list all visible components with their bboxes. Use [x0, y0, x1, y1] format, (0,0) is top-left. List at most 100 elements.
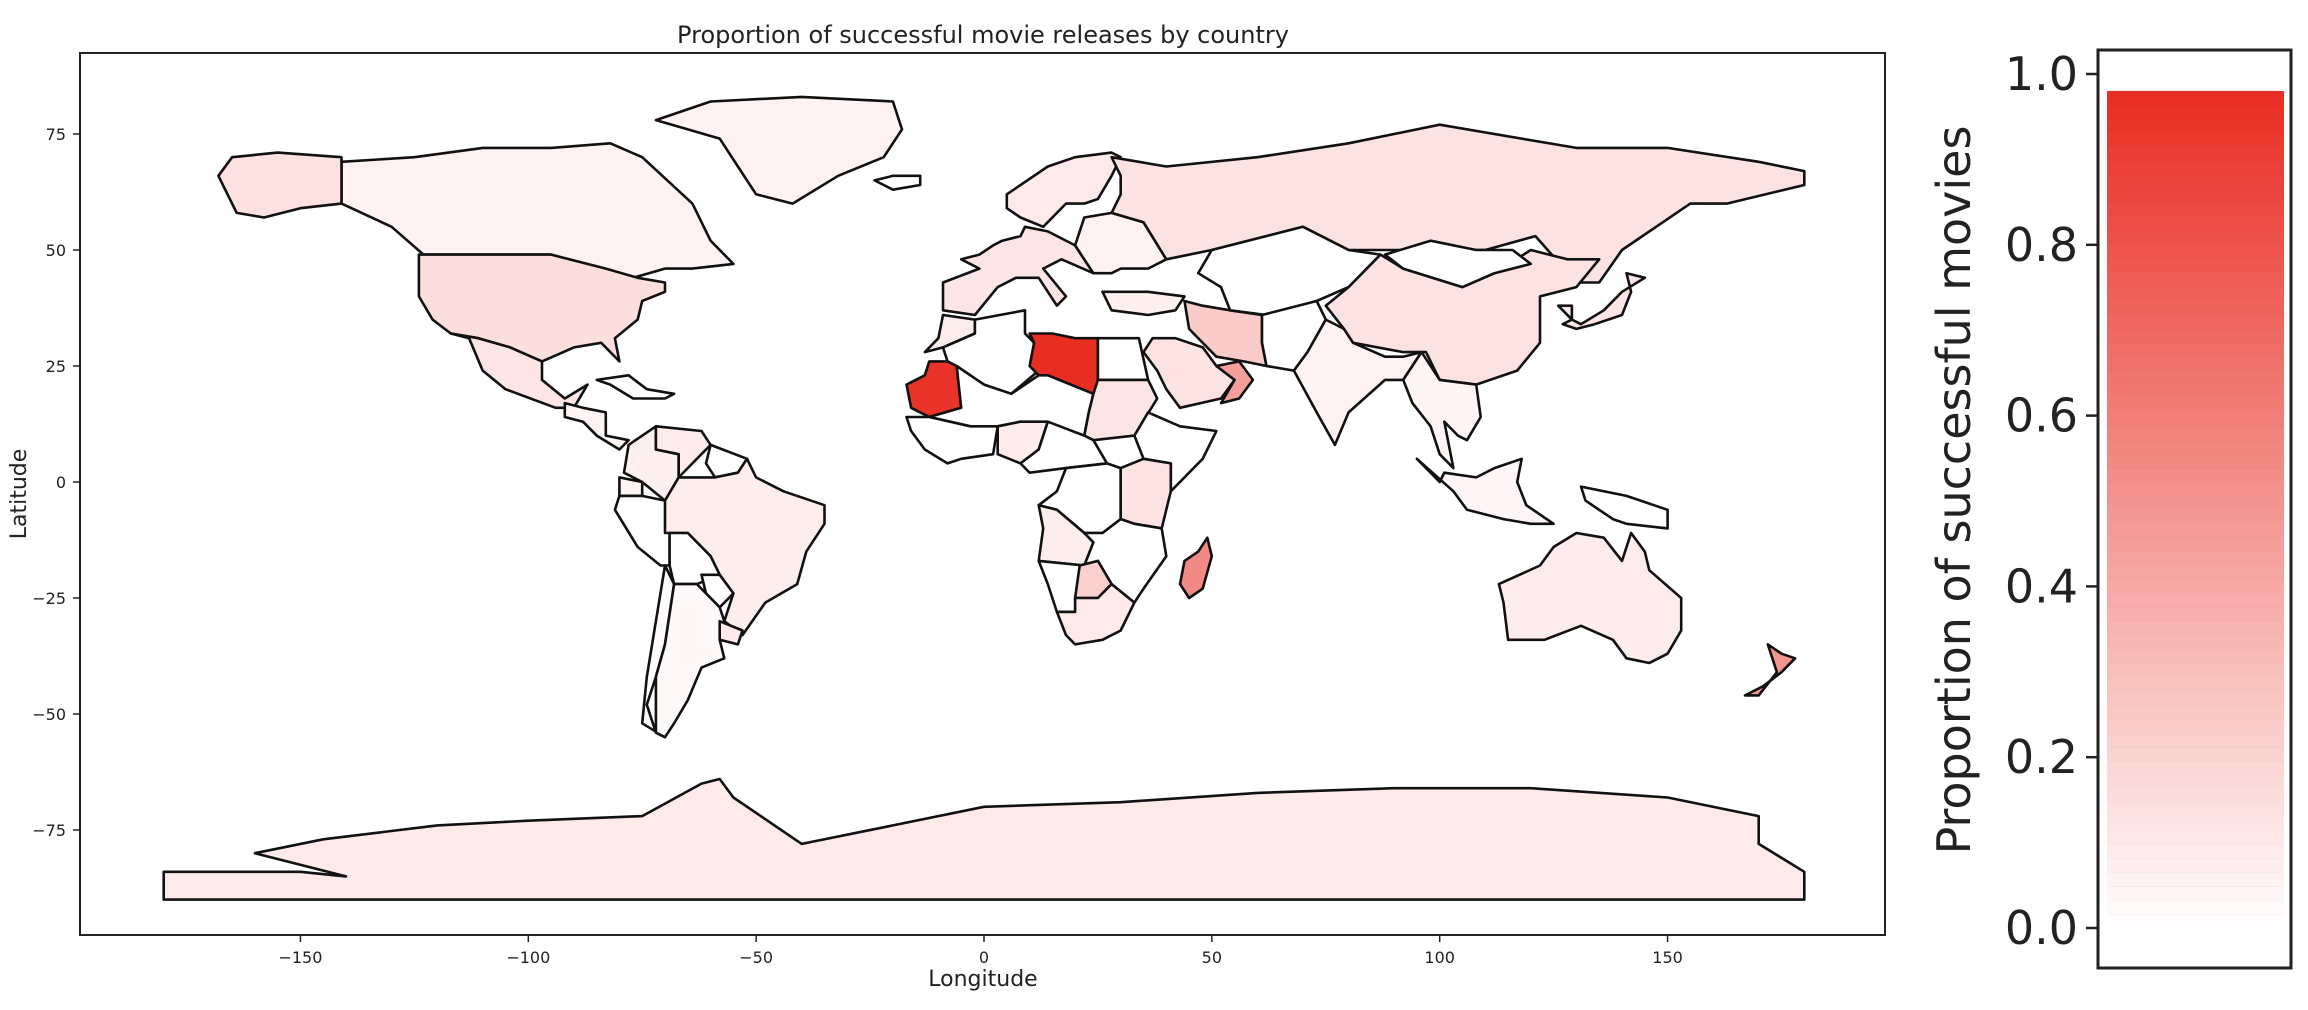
- region-paraguay: Paraguay: [700, 573, 735, 609]
- colorbar-step: [2107, 272, 2284, 287]
- colorbar-step: [2107, 886, 2284, 901]
- colorbar-step: [2107, 495, 2284, 511]
- colorbar-step: [2107, 286, 2284, 301]
- x-tick-label: −150: [278, 948, 322, 967]
- region-antarctica: Antarctica: [162, 777, 1806, 901]
- colorbar-step: [2107, 914, 2284, 929]
- x-tick-label: −100: [506, 948, 550, 967]
- colorbar-step: [2107, 523, 2284, 538]
- region-kenya-tanzania: Kenya / Tanzania: [1119, 457, 1173, 530]
- colorbar-step: [2107, 411, 2284, 427]
- colorbar-step: [2107, 216, 2284, 232]
- x-tick-label: 150: [1652, 948, 1683, 967]
- region-uruguay: Uruguay: [718, 619, 744, 646]
- y-tick-label: 0: [56, 473, 66, 492]
- colorbar-step: [2107, 244, 2284, 259]
- colorbar-step: [2107, 91, 2284, 106]
- colorbar-step: [2107, 551, 2284, 566]
- colorbar-step: [2107, 704, 2284, 720]
- colorbar-step: [2107, 160, 2284, 176]
- colorbar-step: [2107, 593, 2284, 608]
- region-scandinavia: Scandinavia: [1005, 151, 1122, 229]
- colorbar-title: Proportion of successful movies: [1927, 126, 1981, 855]
- x-tick-label: 50: [1202, 948, 1222, 967]
- region-iceland: Iceland: [873, 174, 922, 191]
- colorbar-step: [2107, 356, 2284, 371]
- region-central-america: Central America: [563, 401, 630, 451]
- region-mexico: Mexico: [449, 332, 589, 410]
- colorbar-step: [2107, 579, 2284, 594]
- colorbar-step: [2107, 119, 2284, 134]
- colorbar-step: [2107, 453, 2284, 469]
- colorbar-step: [2107, 146, 2284, 162]
- colorbar-step: [2107, 900, 2284, 915]
- x-axis-title: Longitude: [928, 967, 1037, 992]
- region-west-africa: West Africa: [905, 415, 1000, 465]
- colorbar-step: [2107, 314, 2284, 329]
- colorbar-step: [2107, 844, 2284, 859]
- colorbar-step: [2107, 425, 2284, 441]
- region-greenland: Greenland: [654, 95, 904, 205]
- colorbar-step: [2107, 690, 2284, 706]
- region-russia: Russia: [1110, 123, 1806, 284]
- colorbar-step: [2107, 635, 2284, 650]
- colorbar-step: [2107, 202, 2284, 218]
- colorbar-step: [2107, 788, 2284, 803]
- y-tick-label: −50: [32, 705, 66, 724]
- colorbar-tick-label: 0.4: [2005, 559, 2078, 613]
- region-venezuela: Venezuela: [654, 424, 712, 479]
- colorbar-step: [2107, 439, 2284, 455]
- colorbar-gradient: [2107, 90, 2284, 929]
- region-korea-japan: Korea / Japan: [1556, 271, 1647, 331]
- colorbar-step: [2107, 384, 2284, 399]
- colorbar-step: [2107, 537, 2284, 552]
- colorbar-ticks: 0.0 0.2 0.4 0.6 0.8 1.0: [2005, 47, 2098, 955]
- region-uae-oman: UAE / Oman: [1215, 360, 1255, 405]
- colorbar-step: [2107, 398, 2284, 413]
- map-frame: [79, 52, 1886, 936]
- colorbar-tick-label: 0.6: [2005, 389, 2078, 443]
- region-mauritania: Mauritania: [905, 360, 963, 419]
- colorbar-step: [2107, 132, 2284, 148]
- colorbar-step: [2107, 105, 2284, 120]
- y-axis-title: Latitude: [7, 449, 32, 540]
- y-tick-label: 75: [46, 125, 66, 144]
- region-madagascar: Madagascar: [1178, 536, 1214, 600]
- colorbar-step: [2107, 872, 2284, 887]
- colorbar-step: [2107, 676, 2284, 692]
- region-ecuador: Ecuador: [618, 476, 644, 498]
- x-tick-label: −50: [739, 948, 773, 967]
- colorbar-step: [2107, 816, 2284, 831]
- y-tick-label: 50: [46, 241, 66, 260]
- colorbar-step: [2107, 858, 2284, 873]
- region-western-europe: Western Europe: [941, 225, 1095, 317]
- colorbar-tick-label: 0.0: [2005, 901, 2078, 955]
- colorbar-step: [2107, 732, 2284, 748]
- x-tick-label: 0: [979, 948, 989, 967]
- region-southeast-asia: Southeast Asia: [1401, 350, 1482, 470]
- region-mongolia: Mongolia: [1383, 239, 1533, 289]
- colorbar-step: [2107, 830, 2284, 845]
- colorbar-step: [2107, 174, 2284, 190]
- colorbar-step: [2107, 188, 2284, 204]
- colorbar-step: [2107, 230, 2284, 246]
- colorbar-tick-label: 1.0: [2005, 47, 2078, 101]
- region-new-zealand: New Zealand: [1743, 643, 1797, 697]
- y-tick-label: −25: [32, 589, 66, 608]
- region-papua-new-guinea: Papua New Guinea: [1579, 485, 1669, 530]
- country-layer: CanadaAlaskaUnited StatesMexicoCentral A…: [162, 95, 1806, 901]
- colorbar-step: [2107, 328, 2284, 343]
- region-south-africa: South Africa: [1055, 582, 1136, 646]
- region-peru: Peru: [613, 494, 671, 567]
- colorbar-step: [2107, 607, 2284, 622]
- colorbar-step: [2107, 342, 2284, 357]
- colorbar-step: [2107, 746, 2284, 762]
- region-canada: Canada: [340, 142, 735, 289]
- colorbar-step: [2107, 300, 2284, 315]
- colorbar-step: [2107, 774, 2284, 790]
- region-indonesia-philippines: Indonesia / Philippines: [1415, 457, 1555, 526]
- x-axis: −150 −100 −50 0 50 100 150: [278, 935, 1683, 967]
- region-alaska: Alaska: [217, 151, 343, 219]
- x-tick-label: 100: [1424, 948, 1455, 967]
